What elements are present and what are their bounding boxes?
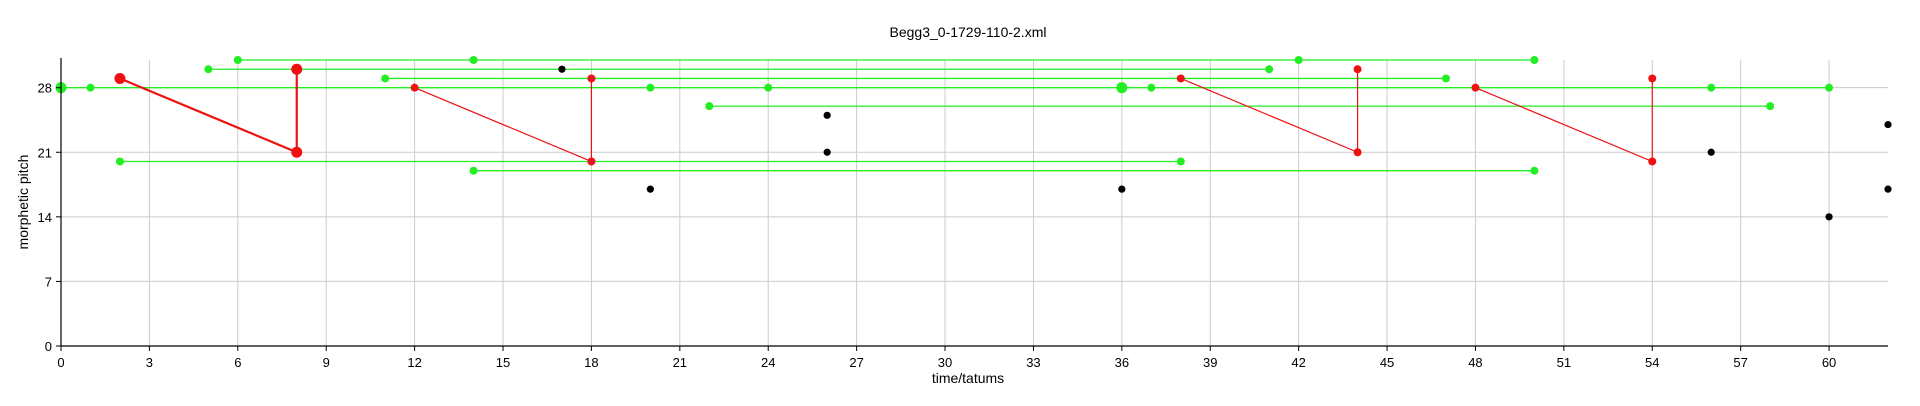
- axis-layer: 0 3 6 9 12 15 18 21 24 27 30 33 36 39 42 45 48 51 54 57 6007…: [38, 58, 1888, 370]
- green-point: [705, 102, 714, 111]
- x-tick-label: 51: [1557, 355, 1571, 370]
- red-point: [587, 157, 596, 166]
- red-segment: [1180, 77, 1358, 153]
- red-point: [410, 83, 419, 92]
- y-tick-label: 21: [38, 145, 52, 160]
- x-tick-label: 3: [146, 355, 153, 370]
- x-tick-label: 12: [407, 355, 421, 370]
- green-point: [1116, 82, 1128, 94]
- x-tick-label: 45: [1380, 355, 1394, 370]
- red-point: [291, 63, 303, 75]
- chart-title: Begg3_0-1729-110-2.xml: [890, 24, 1047, 40]
- red-point: [114, 72, 126, 84]
- green-point: [1530, 56, 1539, 64]
- x-tick-label: 57: [1733, 355, 1747, 370]
- black-point: [558, 65, 566, 73]
- green-point: [1530, 166, 1539, 175]
- x-tick-label: 27: [849, 355, 863, 370]
- black-point: [1825, 213, 1833, 221]
- x-tick-label: 33: [1026, 355, 1040, 370]
- green-segment-layer: [61, 59, 1830, 172]
- green-point: [1176, 157, 1185, 166]
- red-point: [587, 74, 596, 83]
- black-point: [823, 111, 831, 119]
- y-tick-label: 28: [38, 81, 52, 96]
- x-tick-label: 9: [323, 355, 330, 370]
- x-tick-label: 39: [1203, 355, 1217, 370]
- point-layer: [55, 56, 1892, 221]
- x-axis-label: time/tatums: [932, 370, 1004, 386]
- green-point: [1147, 83, 1156, 92]
- green-point: [469, 166, 478, 175]
- x-tick-label: 21: [673, 355, 687, 370]
- red-segment: [119, 77, 298, 154]
- green-point: [86, 83, 95, 92]
- green-point: [381, 74, 390, 83]
- red-point: [1648, 157, 1657, 166]
- black-point: [1884, 185, 1892, 193]
- x-tick-label: 30: [938, 355, 952, 370]
- black-point: [646, 185, 654, 193]
- green-point: [1441, 74, 1450, 83]
- green-point: [233, 56, 242, 64]
- red-point: [1648, 74, 1657, 83]
- red-point: [1353, 65, 1362, 74]
- x-tick-label: 42: [1291, 355, 1305, 370]
- y-tick-label: 14: [38, 210, 52, 225]
- x-tick-label: 6: [234, 355, 241, 370]
- y-tick-label: 0: [45, 339, 52, 354]
- y-tick-label: 7: [45, 274, 52, 289]
- red-point: [1176, 74, 1185, 83]
- x-tick-label: 36: [1115, 355, 1129, 370]
- x-tick-label: 60: [1822, 355, 1836, 370]
- red-segment: [1475, 87, 1653, 163]
- red-segment: [414, 87, 592, 163]
- green-point: [1766, 102, 1775, 111]
- x-tick-label: 18: [584, 355, 598, 370]
- green-point: [1265, 65, 1274, 74]
- red-segment-layer: [119, 69, 1653, 163]
- red-point: [291, 146, 303, 158]
- green-point: [764, 83, 773, 92]
- black-point: [823, 148, 831, 156]
- green-point: [1294, 56, 1303, 64]
- x-tick-label: 48: [1468, 355, 1482, 370]
- red-point: [1471, 83, 1480, 92]
- x-tick-label: 15: [496, 355, 510, 370]
- black-point: [1707, 148, 1715, 156]
- green-point: [646, 83, 655, 92]
- green-point: [204, 65, 213, 74]
- grid-layer: [60, 60, 1888, 346]
- black-point: [1884, 120, 1892, 129]
- green-point: [1707, 83, 1716, 92]
- black-point: [1118, 185, 1126, 193]
- green-point: [1825, 83, 1834, 92]
- x-tick-label: 0: [57, 355, 64, 370]
- red-point: [1353, 148, 1362, 157]
- y-axis-label: morphetic pitch: [15, 155, 31, 250]
- green-point: [469, 56, 478, 64]
- green-point: [115, 157, 124, 166]
- x-tick-label: 54: [1645, 355, 1659, 370]
- x-tick-label: 24: [761, 355, 775, 370]
